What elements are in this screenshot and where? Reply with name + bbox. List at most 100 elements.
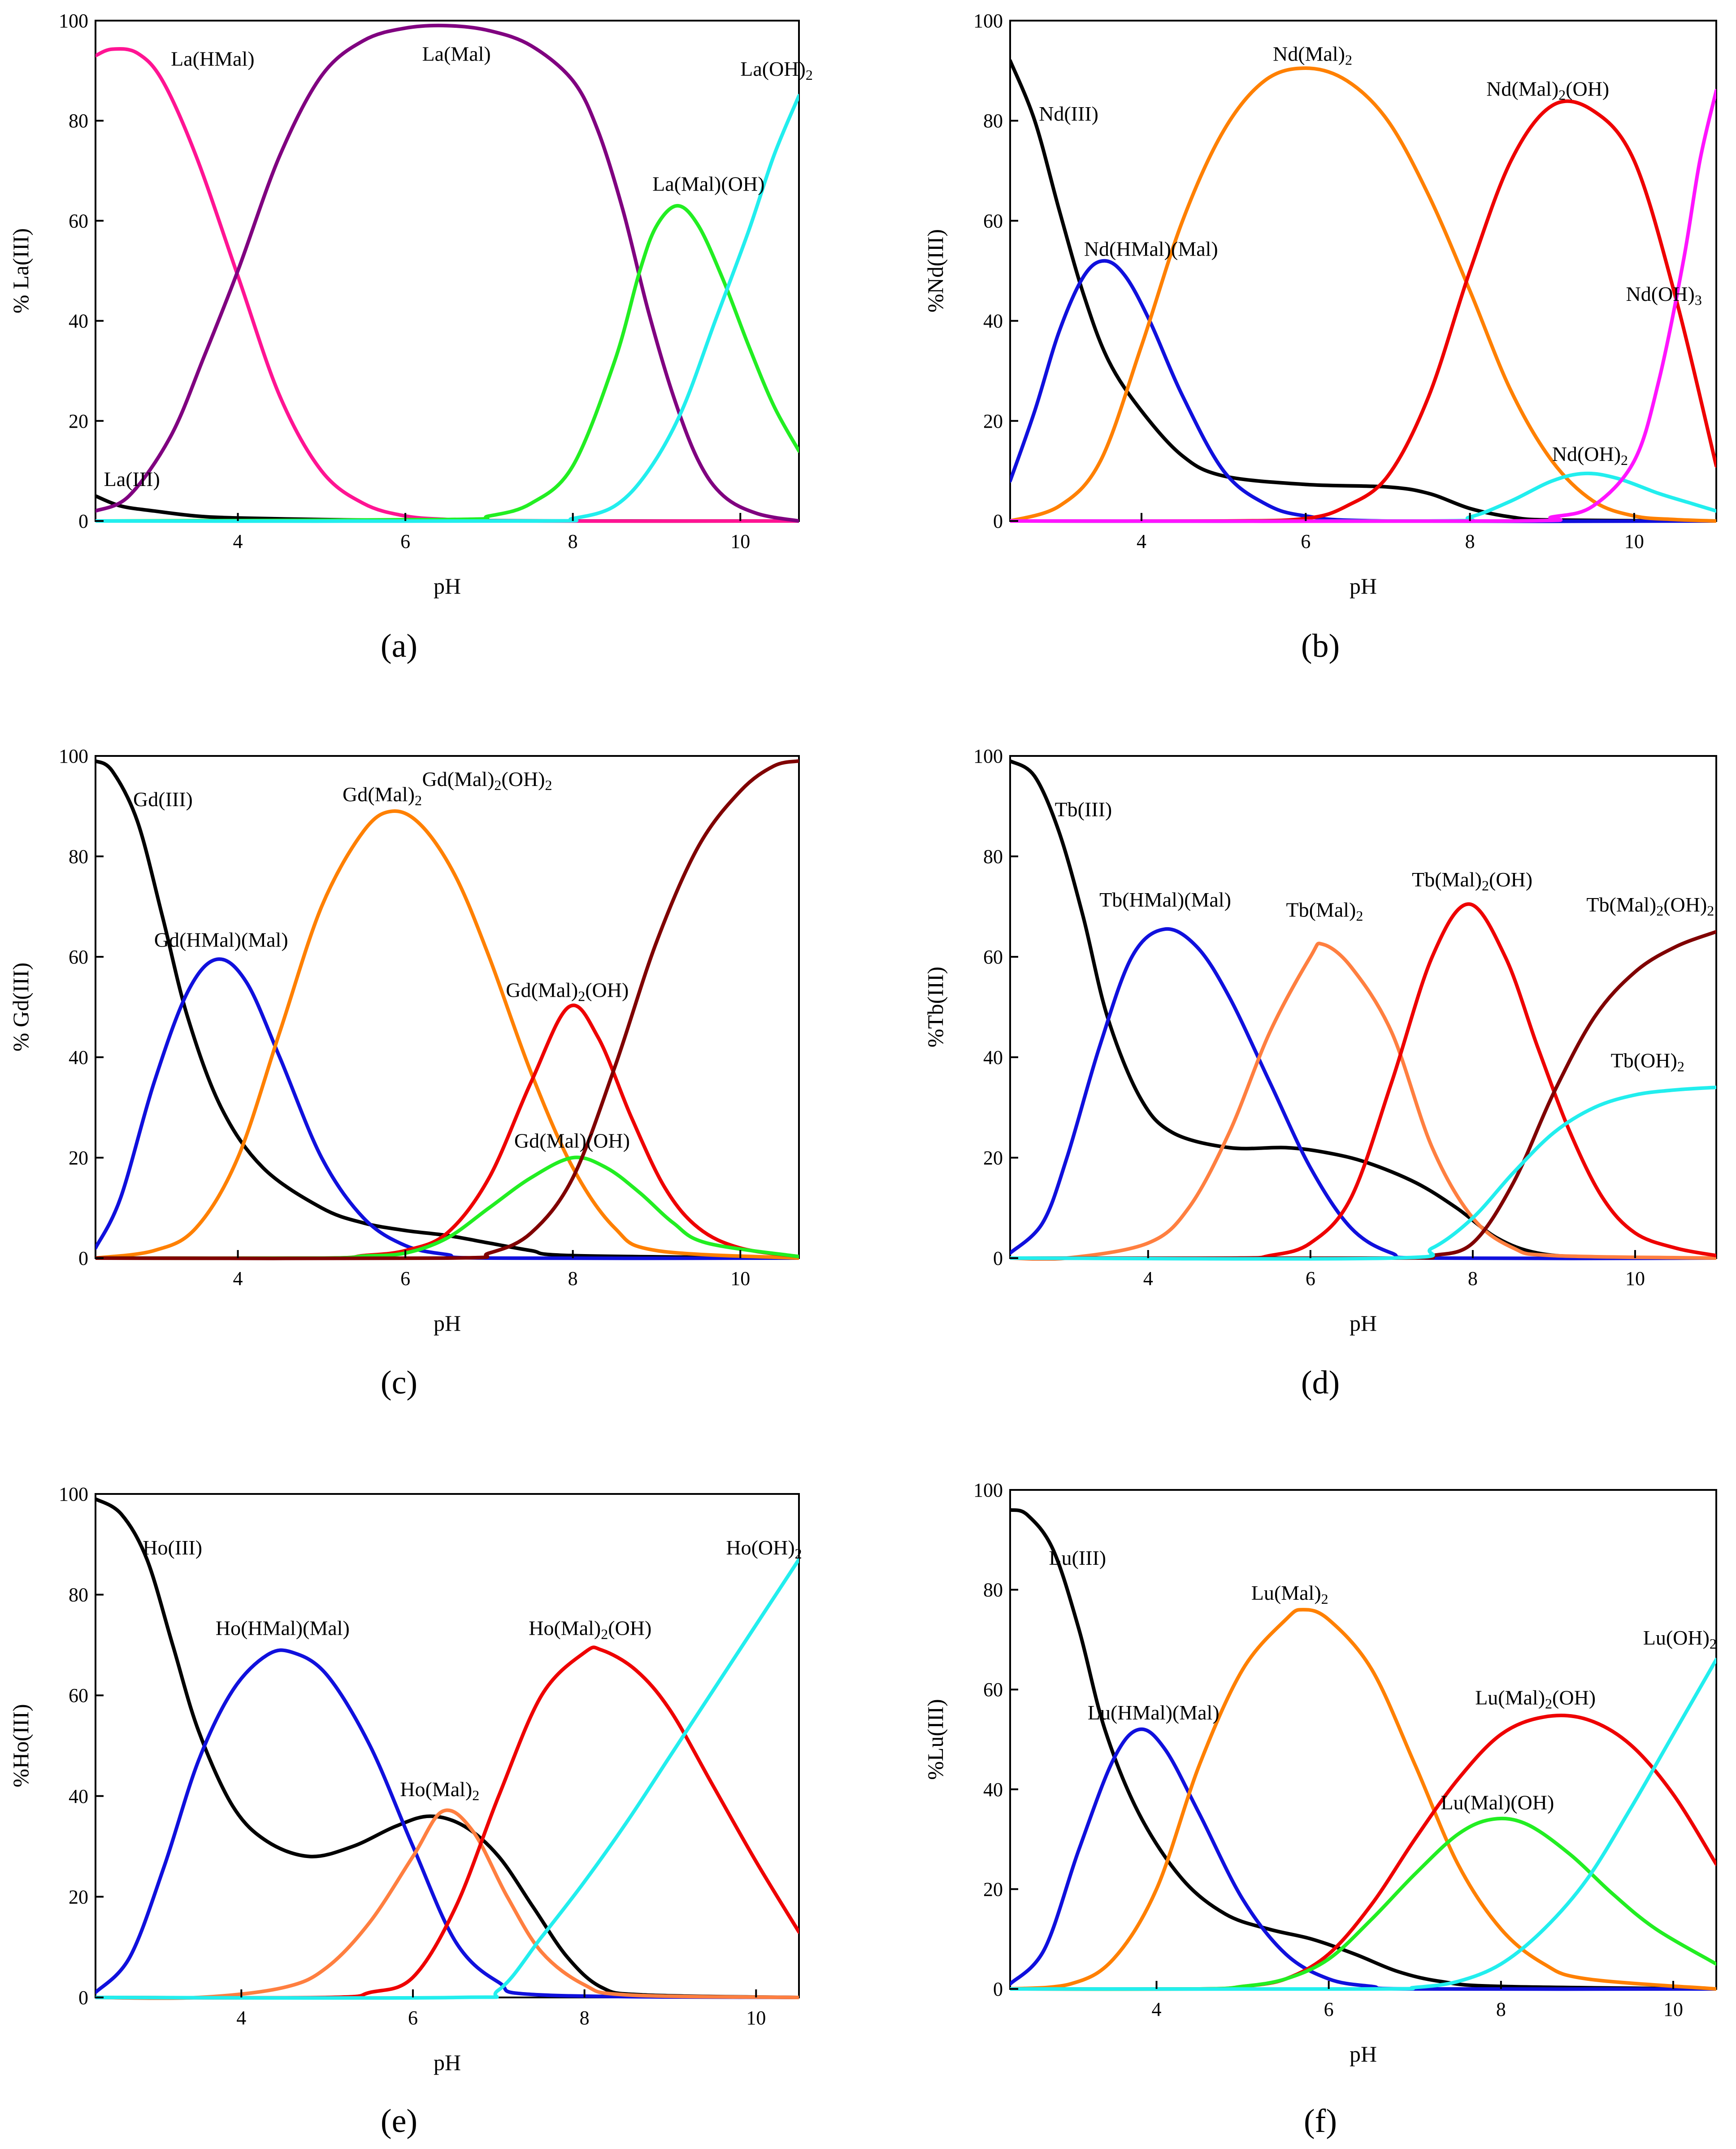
series-label-ho-mal-2-oh: Ho(Mal)2(OH) xyxy=(529,1616,651,1642)
panel-letter: (d) xyxy=(1301,1364,1340,1401)
series-label-lu-mal-oh: Lu(Mal)(OH) xyxy=(1441,1791,1554,1814)
y-tick-label: 0 xyxy=(993,1978,1003,2000)
y-axis-title: %Ho(III) xyxy=(8,1704,33,1787)
x-tick-label: 10 xyxy=(746,2007,766,2029)
y-tick-label: 100 xyxy=(59,10,88,32)
y-tick-label: 60 xyxy=(983,210,1003,232)
panel-b-curves xyxy=(1010,59,1716,523)
series-label-la-mal-oh: La(Mal)(OH) xyxy=(652,172,764,195)
series-label-tb-oh-2: Tb(OH)2 xyxy=(1611,1049,1684,1074)
x-tick-label: 4 xyxy=(1152,1998,1162,2020)
panel-letter: (f) xyxy=(1304,2103,1337,2140)
y-tick-label: 20 xyxy=(69,410,88,432)
panel-c-curves xyxy=(95,759,799,1260)
series-label-ho-hmal-mal: Ho(HMal)(Mal) xyxy=(216,1616,350,1639)
y-tick-label: 0 xyxy=(993,1247,1003,1269)
curve-tb-iii xyxy=(1010,759,1716,1260)
x-tick-label: 4 xyxy=(233,530,243,552)
series-label-gd-mal-2: Gd(Mal)2 xyxy=(343,783,422,808)
x-tick-label: 8 xyxy=(1465,530,1475,552)
series-label-tb-mal-2-oh: Tb(Mal)2(OH) xyxy=(1412,868,1532,894)
curve-tb-oh-2 xyxy=(1010,1085,1716,1261)
series-label-lu-mal-2: Lu(Mal)2 xyxy=(1251,1581,1328,1607)
series-label-gd-mal-oh: Gd(Mal)(OH) xyxy=(514,1129,630,1152)
y-tick-label: 40 xyxy=(983,1046,1003,1068)
panel-letter: (c) xyxy=(381,1364,417,1401)
x-axis-title: pH xyxy=(434,1311,461,1336)
panel-letter: (b) xyxy=(1301,628,1340,664)
y-tick-label: 20 xyxy=(69,1147,88,1169)
y-tick-label: 40 xyxy=(983,1779,1003,1801)
curve-la-mal xyxy=(95,23,799,523)
series-label-la-oh-2: La(OH)2 xyxy=(740,57,813,83)
x-tick-label: 6 xyxy=(408,2007,418,2029)
curve-gd-mal-2 xyxy=(95,809,799,1260)
panel-c: 0 20 40 60 80 100 4 6 8 10 pH % Gd(III) Gd(III) Gd(HM… xyxy=(8,745,800,1401)
series-label-nd-iii: Nd(III) xyxy=(1039,102,1098,125)
curve-ho-hmal-mal xyxy=(95,1648,799,1999)
series-label-lu-hmal-mal: Lu(HMal)(Mal) xyxy=(1088,1701,1220,1724)
panel-f: 0 20 40 60 80 100 4 6 8 10 pH %Lu(III) Lu(III) Lu(HMa… xyxy=(923,1479,1717,2140)
y-tick-label: 40 xyxy=(983,310,1003,332)
x-tick-label: 6 xyxy=(1324,1998,1334,2020)
y-tick-label: 80 xyxy=(69,846,88,868)
x-tick-label: 6 xyxy=(1301,530,1311,552)
y-tick-label: 100 xyxy=(973,745,1003,767)
x-tick-label: 8 xyxy=(580,2007,590,2029)
series-label-gd-hmal-mal: Gd(HMal)(Mal) xyxy=(154,929,288,951)
series-label-nd-oh-3: Nd(OH)3 xyxy=(1626,282,1702,308)
x-tick-label: 6 xyxy=(400,1268,410,1289)
x-tick-label: 8 xyxy=(568,530,578,552)
series-label-lu-oh-2: Lu(OH)2 xyxy=(1643,1626,1717,1652)
y-tick-label: 20 xyxy=(983,1147,1003,1169)
x-tick-label: 4 xyxy=(236,2007,246,2029)
x-tick-label: 4 xyxy=(1137,530,1146,552)
y-tick-label: 60 xyxy=(69,1684,88,1706)
x-tick-label: 10 xyxy=(1624,530,1644,552)
x-tick-label: 4 xyxy=(233,1268,243,1289)
x-axis-title: pH xyxy=(434,573,461,599)
y-tick-label: 80 xyxy=(69,110,88,132)
series-label-gd-mal-2-oh-2: Gd(Mal)2(OH)2 xyxy=(422,768,552,793)
y-axis-title: %Nd(III) xyxy=(923,229,948,313)
series-label-tb-mal-2: Tb(Mal)2 xyxy=(1286,898,1363,924)
x-tick-label: 6 xyxy=(400,530,410,552)
series-label-la-mal: La(Mal) xyxy=(422,42,490,65)
x-tick-label: 8 xyxy=(1468,1268,1478,1289)
y-tick-label: 100 xyxy=(59,745,88,767)
x-axis-title: pH xyxy=(1350,1311,1377,1336)
curve-nd-mal-2 xyxy=(1010,66,1716,523)
series-label-la-iii: La(III) xyxy=(104,468,160,491)
curve-lu-mal-2 xyxy=(1010,1608,1716,1991)
series-label-tb-hmal-mal: Tb(HMal)(Mal) xyxy=(1099,888,1231,911)
series-label-ho-mal-2: Ho(Mal)2 xyxy=(400,1778,479,1803)
curve-ho-mal-2-oh xyxy=(95,1645,799,2000)
series-label-tb-mal-2-oh-2: Tb(Mal)2(OH)2 xyxy=(1586,893,1714,919)
y-tick-label: 40 xyxy=(69,310,88,332)
y-tick-label: 100 xyxy=(59,1483,88,1505)
panel-f-curves xyxy=(1010,1508,1716,1991)
y-tick-label: 40 xyxy=(69,1046,88,1068)
curve-lu-oh-2 xyxy=(1010,1658,1716,1991)
series-label-lu-mal-2-oh: Lu(Mal)2(OH) xyxy=(1475,1686,1596,1712)
y-tick-label: 60 xyxy=(69,946,88,968)
curve-ho-iii xyxy=(95,1497,799,1999)
series-label-gd-mal-2-oh: Gd(Mal)2(OH) xyxy=(506,979,629,1004)
series-label-lu-iii: Lu(III) xyxy=(1049,1546,1106,1569)
x-tick-label: 10 xyxy=(1625,1268,1645,1289)
x-tick-label: 10 xyxy=(730,530,750,552)
y-tick-label: 20 xyxy=(69,1886,88,1908)
y-tick-label: 80 xyxy=(983,110,1003,132)
y-tick-label: 0 xyxy=(78,510,88,532)
x-tick-label: 8 xyxy=(1496,1998,1506,2020)
y-tick-label: 60 xyxy=(983,1679,1003,1701)
y-tick-label: 40 xyxy=(69,1785,88,1807)
y-tick-label: 0 xyxy=(78,1987,88,2009)
x-tick-label: 8 xyxy=(568,1268,578,1289)
series-label-nd-mal-2-oh: Nd(Mal)2(OH) xyxy=(1486,77,1609,103)
panel-e: 0 20 40 60 80 100 4 6 8 10 pH %Ho(III) Ho(III) Ho(HMa… xyxy=(8,1483,802,2140)
curve-ho-oh-2 xyxy=(95,1558,799,2000)
x-tick-label: 6 xyxy=(1306,1268,1315,1289)
